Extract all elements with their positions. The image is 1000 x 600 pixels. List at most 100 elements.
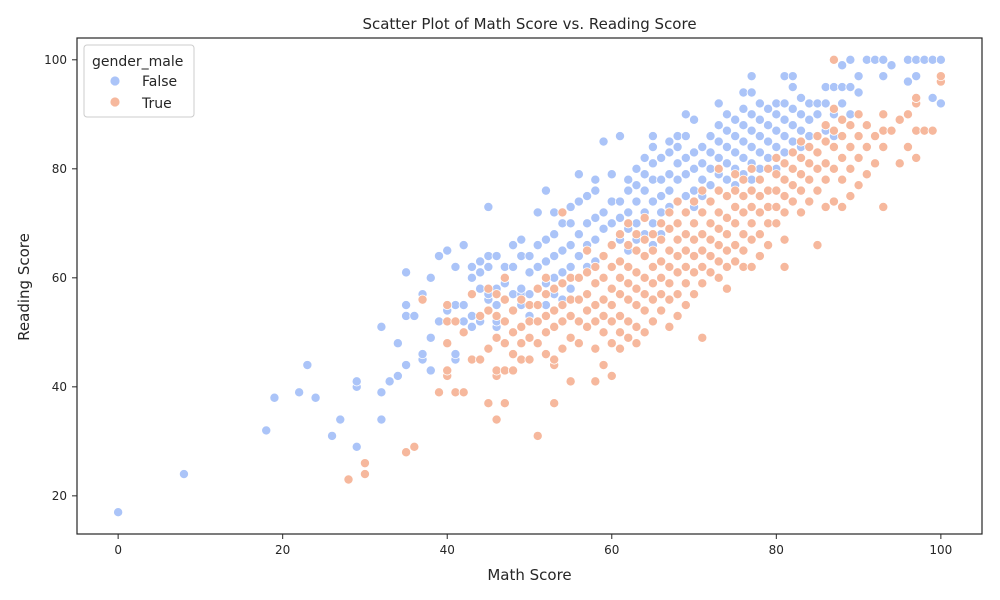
data-point bbox=[647, 316, 658, 327]
data-point bbox=[721, 245, 732, 256]
data-point bbox=[804, 98, 815, 109]
data-point bbox=[689, 147, 700, 158]
data-point bbox=[508, 365, 519, 376]
data-point bbox=[886, 125, 897, 136]
data-point bbox=[623, 278, 634, 289]
data-point bbox=[763, 218, 774, 229]
data-point bbox=[837, 98, 848, 109]
data-point bbox=[532, 430, 543, 441]
data-point bbox=[631, 196, 642, 207]
data-point bbox=[384, 376, 395, 387]
data-point bbox=[450, 387, 461, 398]
data-point bbox=[845, 109, 856, 120]
data-point bbox=[680, 109, 691, 120]
data-point bbox=[401, 267, 412, 278]
data-point bbox=[392, 338, 403, 349]
data-point bbox=[754, 191, 765, 202]
data-point bbox=[689, 163, 700, 174]
data-point bbox=[689, 218, 700, 229]
data-point bbox=[935, 54, 946, 65]
data-point bbox=[689, 251, 700, 262]
data-point bbox=[639, 212, 650, 223]
data-point bbox=[787, 82, 798, 93]
data-point bbox=[754, 251, 765, 262]
data-point bbox=[401, 310, 412, 321]
data-point bbox=[310, 392, 321, 403]
data-point bbox=[721, 283, 732, 294]
data-point bbox=[458, 387, 469, 398]
y-tick-label: 80 bbox=[52, 162, 67, 176]
data-point bbox=[615, 272, 626, 283]
data-point bbox=[376, 387, 387, 398]
data-point bbox=[483, 398, 494, 409]
data-point bbox=[680, 207, 691, 218]
data-point bbox=[779, 261, 790, 272]
data-point bbox=[721, 109, 732, 120]
data-point bbox=[508, 305, 519, 316]
data-point bbox=[763, 120, 774, 131]
data-point bbox=[606, 240, 617, 251]
data-point bbox=[828, 54, 839, 65]
data-point bbox=[845, 163, 856, 174]
data-point bbox=[647, 218, 658, 229]
data-point bbox=[738, 120, 749, 131]
data-point bbox=[549, 398, 560, 409]
data-point bbox=[861, 169, 872, 180]
data-point bbox=[573, 272, 584, 283]
data-point bbox=[746, 87, 757, 98]
data-point bbox=[540, 349, 551, 360]
data-point bbox=[935, 98, 946, 109]
data-point bbox=[491, 365, 502, 376]
data-point bbox=[672, 251, 683, 262]
data-point bbox=[689, 196, 700, 207]
data-point bbox=[664, 207, 675, 218]
legend-marker-false bbox=[109, 75, 121, 87]
data-point bbox=[746, 125, 757, 136]
data-point bbox=[697, 142, 708, 153]
data-point bbox=[713, 272, 724, 283]
data-point bbox=[532, 316, 543, 327]
data-point bbox=[623, 185, 634, 196]
data-point bbox=[491, 332, 502, 343]
data-point bbox=[532, 300, 543, 311]
data-point bbox=[870, 54, 881, 65]
data-point bbox=[730, 131, 741, 142]
data-point bbox=[787, 71, 798, 82]
data-point bbox=[730, 169, 741, 180]
x-axis-label: Math Score bbox=[487, 566, 571, 584]
data-point bbox=[582, 267, 593, 278]
data-point bbox=[516, 321, 527, 332]
data-point bbox=[697, 185, 708, 196]
data-point bbox=[573, 294, 584, 305]
data-point bbox=[557, 218, 568, 229]
data-point bbox=[771, 185, 782, 196]
data-point bbox=[508, 289, 519, 300]
data-point bbox=[697, 158, 708, 169]
data-point bbox=[746, 261, 757, 272]
data-point bbox=[754, 163, 765, 174]
data-point bbox=[672, 218, 683, 229]
data-point bbox=[680, 131, 691, 142]
data-point bbox=[689, 289, 700, 300]
data-point bbox=[787, 196, 798, 207]
data-point bbox=[796, 152, 807, 163]
data-point bbox=[779, 98, 790, 109]
data-point bbox=[861, 54, 872, 65]
data-point bbox=[351, 441, 362, 452]
data-point bbox=[746, 185, 757, 196]
data-point bbox=[623, 240, 634, 251]
data-point bbox=[828, 196, 839, 207]
data-point bbox=[787, 136, 798, 147]
data-point bbox=[664, 321, 675, 332]
data-point bbox=[598, 272, 609, 283]
data-point bbox=[475, 267, 486, 278]
data-point bbox=[351, 376, 362, 387]
data-point bbox=[639, 169, 650, 180]
data-point bbox=[820, 174, 831, 185]
data-point bbox=[573, 316, 584, 327]
data-point bbox=[787, 103, 798, 114]
data-point bbox=[820, 120, 831, 131]
data-point bbox=[680, 152, 691, 163]
data-point bbox=[672, 174, 683, 185]
